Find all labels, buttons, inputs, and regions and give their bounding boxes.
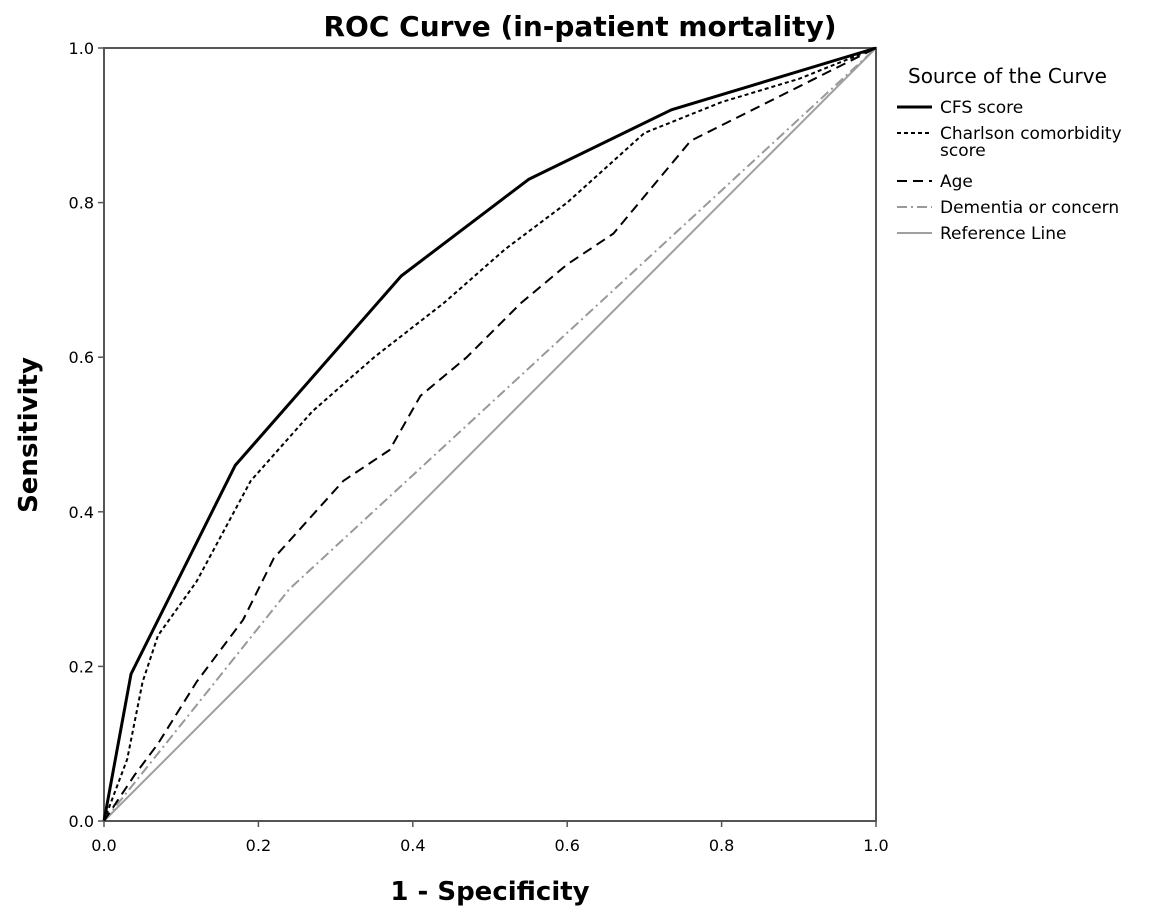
chart-title: ROC Curve (in-patient mortality) (324, 10, 837, 43)
plot-border (103, 47, 877, 822)
y-tick-label: 0.6 (69, 348, 94, 367)
legend-label: score (940, 141, 986, 161)
x-tick-label: 0.8 (709, 836, 734, 855)
series-line-reference-line (103, 47, 877, 822)
y-tick-label: 0.2 (69, 657, 94, 676)
y-tick-label: 0.4 (69, 503, 94, 522)
series-line-charlson-comorbidity-score (103, 47, 877, 822)
x-tick-label: 1.0 (863, 836, 888, 855)
y-axis: 0.0 0.2 0.4 0.6 0.8 1.0 (69, 39, 104, 831)
y-tick-label: 0.8 (69, 194, 94, 213)
legend-label: Dementia or concern (940, 198, 1119, 218)
y-tick-label: 0.0 (69, 812, 94, 831)
series-line-age (103, 47, 877, 822)
x-tick-label: 0.6 (554, 836, 579, 855)
series-line-cfs-score (102, 46, 877, 822)
legend-label: Charlson comorbidity (940, 124, 1122, 144)
x-tick-label: 0.2 (246, 836, 271, 855)
x-tick-label: 0.0 (91, 836, 116, 855)
plot-area (103, 47, 877, 822)
x-axis-title: 1 - Specificity (390, 877, 589, 907)
series-line-dementia-or-concern (103, 47, 877, 822)
x-axis: 0.0 0.2 0.4 0.6 0.8 1.0 (91, 821, 889, 855)
legend-label: Age (940, 172, 973, 192)
legend-label: Reference Line (940, 224, 1066, 244)
legend-title: Source of the Curve (908, 64, 1107, 88)
roc-curves (102, 46, 877, 822)
x-tick-label: 0.4 (400, 836, 425, 855)
y-axis-title: Sensitivity (14, 357, 44, 513)
y-tick-label: 1.0 (69, 39, 94, 58)
legend-label: CFS score (940, 98, 1023, 118)
